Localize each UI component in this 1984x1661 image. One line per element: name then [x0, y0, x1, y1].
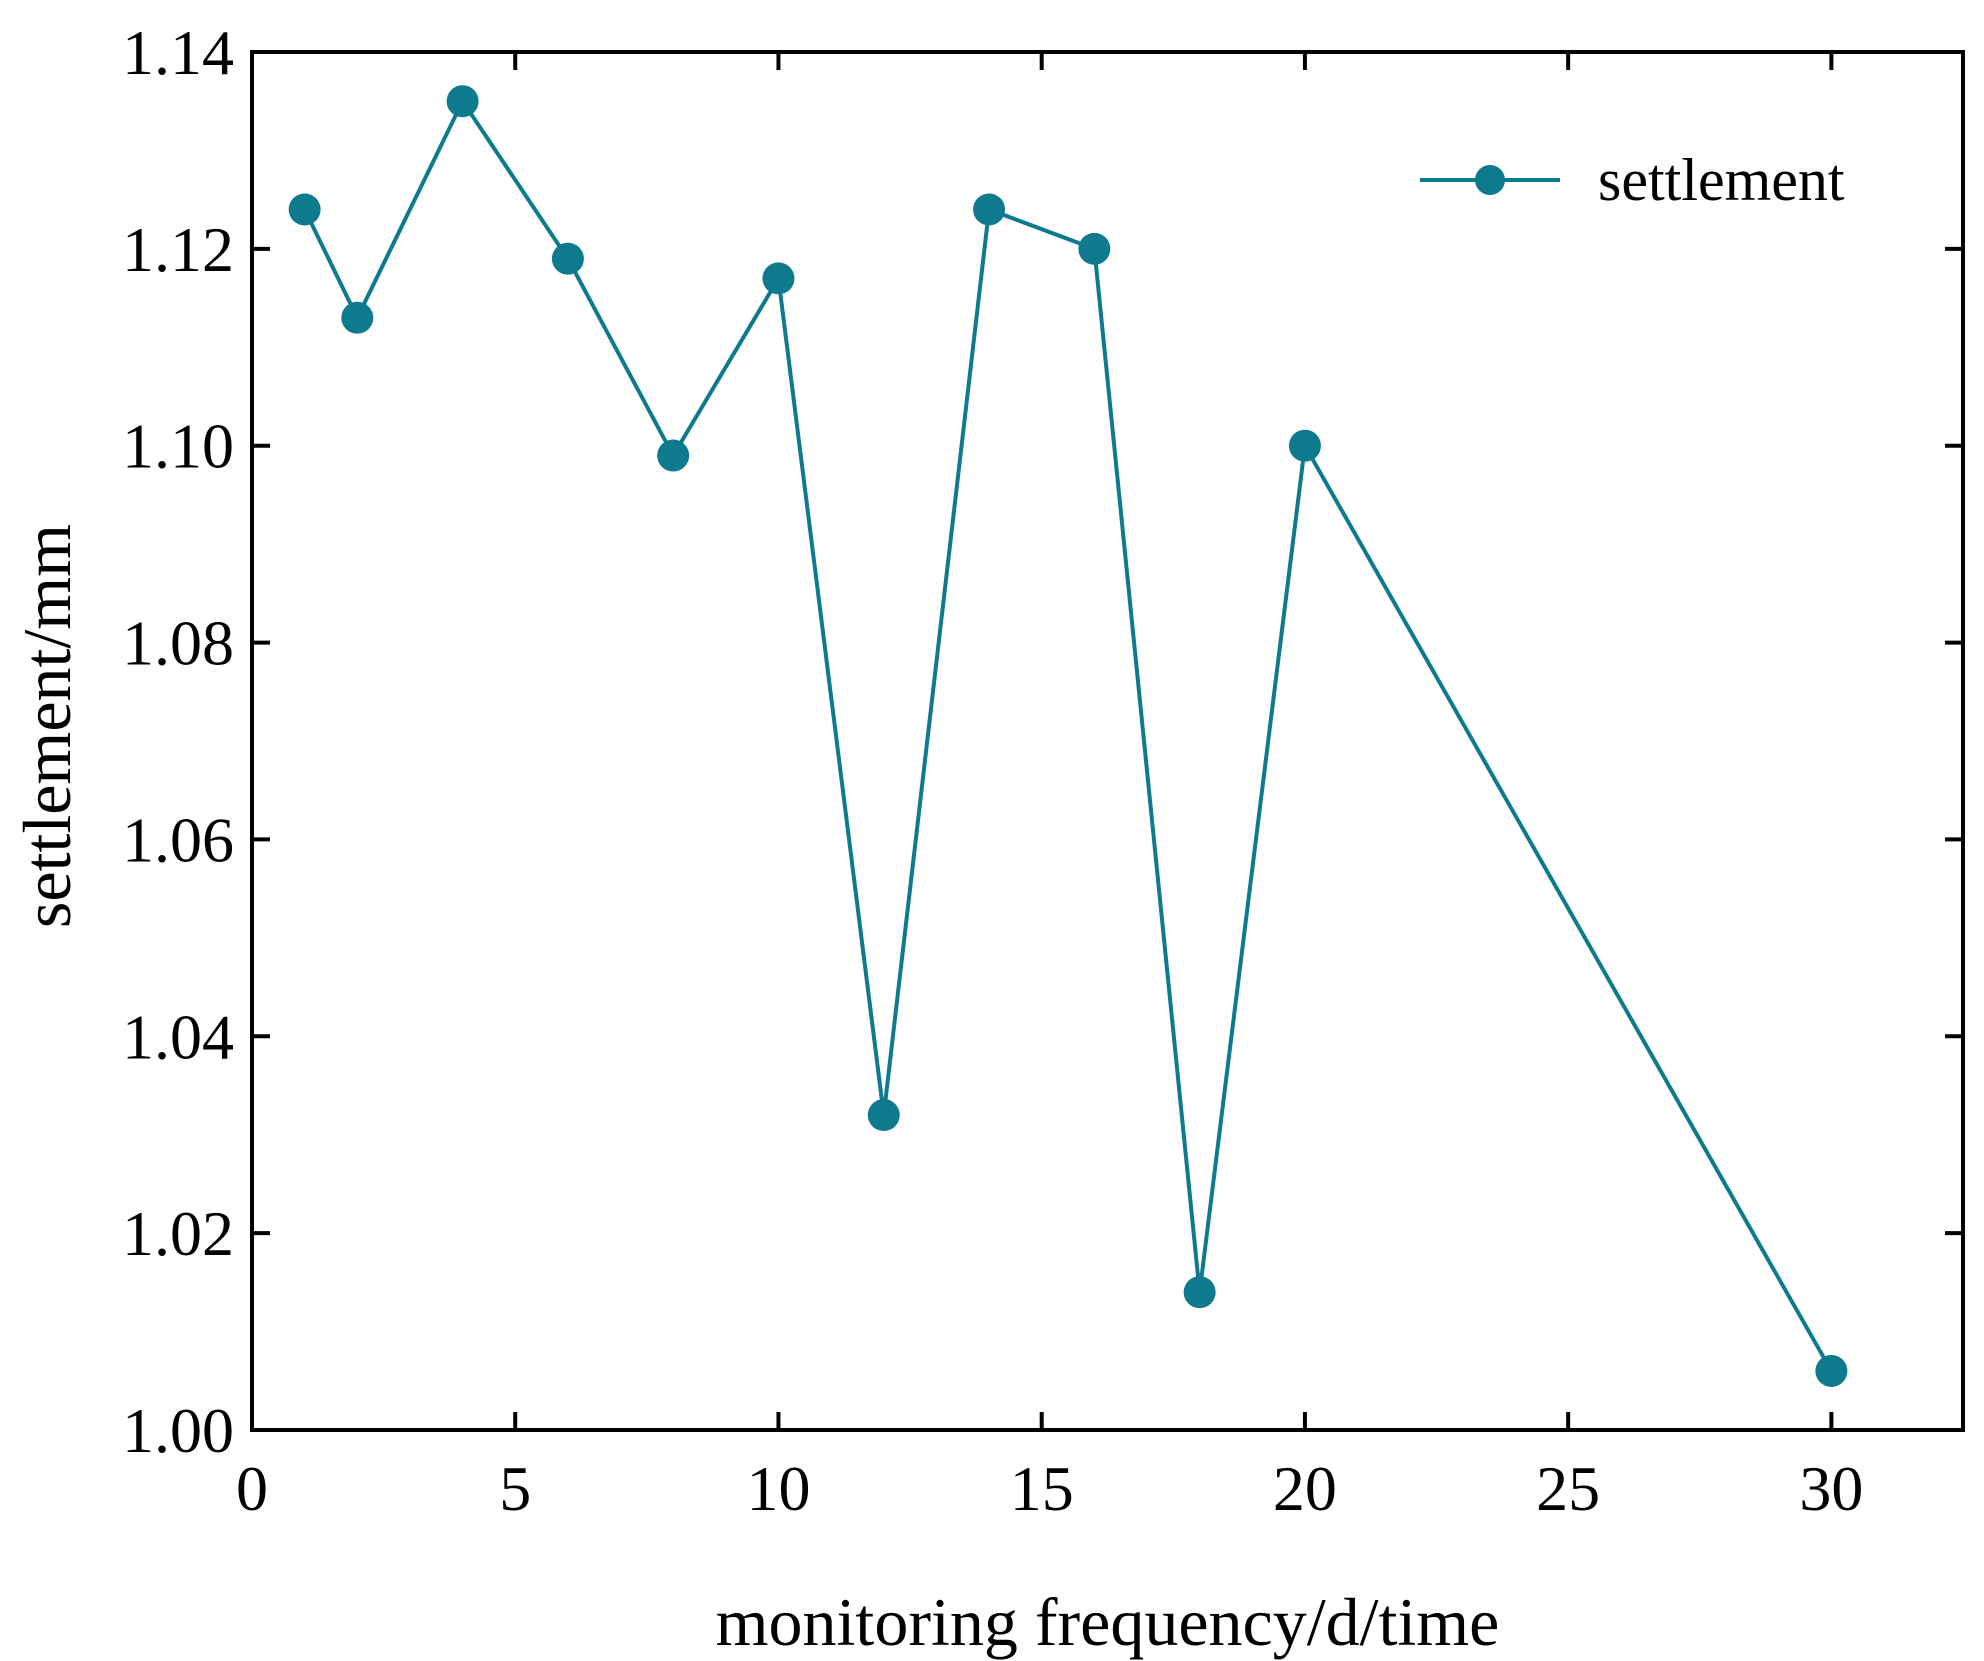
y-axis-title: settlement/mm [9, 524, 85, 928]
y-tick-label: 1.02 [122, 1198, 234, 1269]
y-tick-label: 1.08 [122, 608, 234, 679]
data-point [762, 262, 795, 295]
data-point [867, 1099, 900, 1132]
data-point [973, 193, 1006, 226]
data-point [1815, 1354, 1848, 1387]
y-tick-label: 1.06 [122, 804, 234, 875]
y-tick-label: 1.00 [122, 1395, 234, 1466]
x-tick-label: 0 [236, 1453, 268, 1524]
x-tick-label: 10 [746, 1453, 810, 1524]
x-tick-label: 15 [1010, 1453, 1074, 1524]
x-tick-label: 30 [1799, 1453, 1863, 1524]
x-tick-label: 25 [1536, 1453, 1600, 1524]
y-tick-label: 1.12 [122, 214, 234, 285]
x-axis-title: monitoring frequency/d/time [716, 1584, 1500, 1660]
y-axis-tick-labels: 1.00 1.02 1.04 1.06 1.08 1.10 1.12 1.14 [122, 17, 234, 1466]
data-point [551, 242, 584, 275]
y-axis-ticks [252, 50, 1963, 1432]
data-point [657, 439, 690, 472]
data-point [1288, 429, 1321, 462]
x-axis-tick-labels: 0 5 10 15 20 25 30 [236, 1453, 1863, 1524]
x-axis-ticks [250, 52, 1834, 1430]
y-tick-label: 1.14 [122, 17, 234, 88]
data-point [446, 85, 479, 118]
data-point [288, 193, 321, 226]
x-tick-label: 5 [499, 1453, 531, 1524]
series-group [288, 85, 1848, 1387]
data-point [1078, 232, 1111, 265]
series-line [302, 97, 1834, 1372]
legend-marker-swatch [1475, 165, 1505, 195]
data-point [341, 301, 374, 334]
plot-frame [250, 50, 1965, 1432]
y-tick-label: 1.04 [122, 1001, 234, 1072]
data-point [1183, 1276, 1216, 1309]
legend: settlement [1420, 147, 1845, 213]
legend-label: settlement [1598, 147, 1845, 213]
y-tick-label: 1.10 [122, 411, 234, 482]
x-tick-label: 20 [1273, 1453, 1337, 1524]
